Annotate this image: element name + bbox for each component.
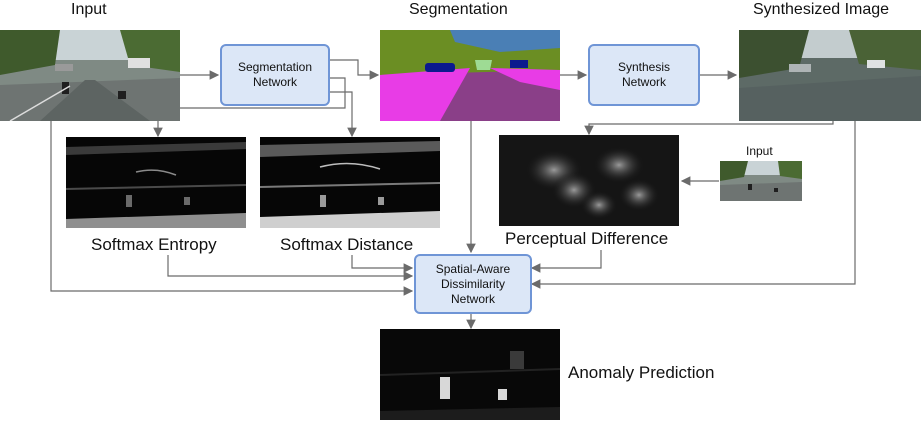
arrow-segnet-to-distance [330,91,357,138]
arrow-synth-to-perceptual [584,121,834,136]
perceptual-difference-map [499,135,679,226]
softmax-distance-map [260,137,440,228]
arrow-entropy-to-dissimilarity [167,255,414,281]
synthesis-network-line2: Network [621,75,666,89]
segmentation-map [380,30,560,121]
synthesis-network-line1: Synthesis [617,60,671,74]
segmentation-network-line1: Segmentation [237,60,313,74]
arrow-input-to-dissimilarity [50,121,414,296]
segmentation-label: Segmentation [409,1,508,18]
input-label: Input [71,1,107,18]
synthesis-network-box: Synthesis Network [588,44,700,106]
input-small-image [720,161,802,201]
arrow-distance-to-dissimilarity [351,255,414,273]
arrow-synth-to-dissimilarity [530,121,856,289]
softmax-distance-label: Softmax Distance [280,235,414,254]
segmentation-network-box: Segmentation Network [220,44,330,106]
dissimilarity-network-line2: Dissimilarity [440,276,505,291]
softmax-entropy-map [66,137,246,228]
input-small-label: Input [746,144,773,158]
arrow-segnet-to-segmentation [330,59,380,80]
dissimilarity-network-line1: Spatial-Aware [435,261,511,276]
dissimilarity-network-line3: Network [450,291,495,306]
softmax-entropy-label: Softmax Entropy [91,235,217,254]
anomaly-prediction-map [380,329,560,420]
anomaly-prediction-label: Anomaly Prediction [568,363,715,382]
perceptual-difference-label: Perceptual Difference [505,229,669,248]
synthesized-image [739,30,921,121]
synthesized-image-label: Synthesized Image [753,1,890,18]
dissimilarity-network-box: Spatial-Aware Dissimilarity Network [414,254,532,314]
input-image [0,30,180,121]
segmentation-network-line2: Network [252,75,297,89]
arrow-perceptual-to-dissimilarity [530,250,602,273]
